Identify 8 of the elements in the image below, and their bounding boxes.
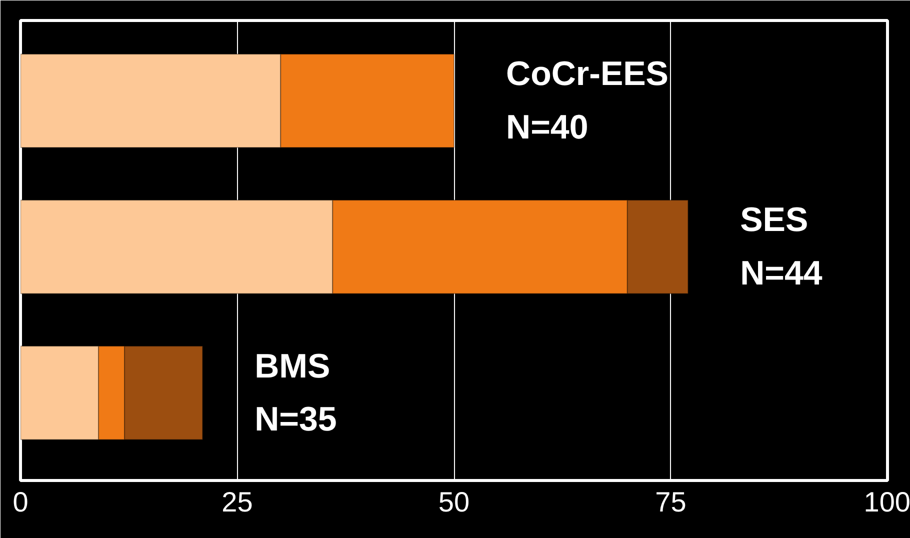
x-tick-label: 0 xyxy=(12,486,28,518)
y-tick-label: BMS N=35 xyxy=(254,347,337,438)
x-tick-label: 25 xyxy=(222,486,253,518)
y-tick-label: SES N=44 xyxy=(740,201,822,292)
x-tick-label: 75 xyxy=(655,486,686,518)
x-tick-label: 100 xyxy=(864,486,910,518)
x-tick-label: 50 xyxy=(438,486,470,518)
y-tick-label: CoCr-EES N=40 xyxy=(506,55,668,146)
